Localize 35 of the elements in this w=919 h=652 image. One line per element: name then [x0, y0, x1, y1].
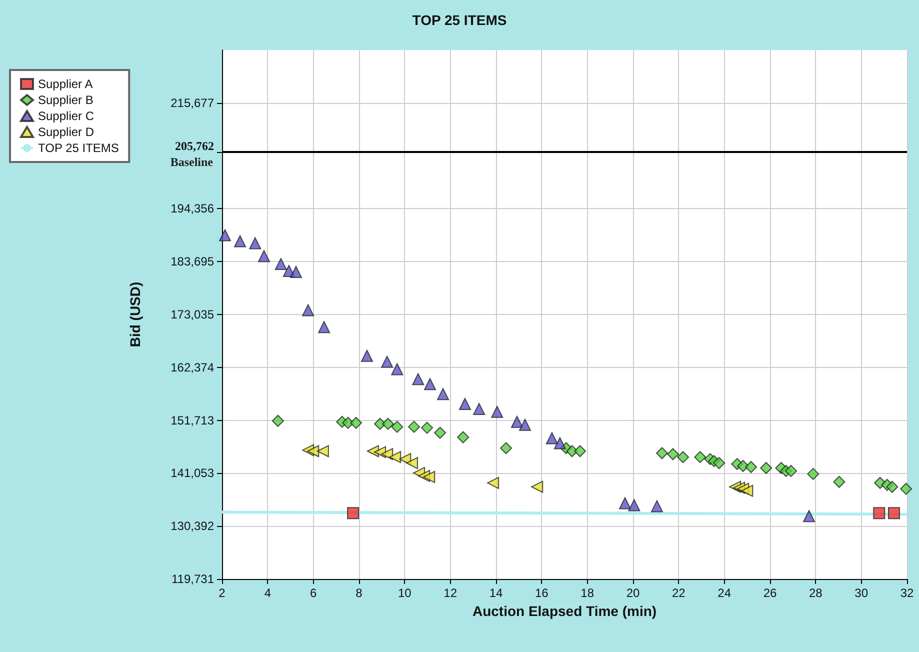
- x-tick-label: 6: [310, 586, 317, 600]
- x-tick-label: 16: [534, 586, 549, 600]
- x-tick-label: 26: [763, 586, 777, 600]
- chart-title: TOP 25 ITEMS: [412, 12, 507, 28]
- y-tick-label: 194,356: [170, 202, 214, 216]
- x-tick-label: 2: [218, 586, 226, 600]
- x-axis-title: Auction Elapsed Time (min): [472, 602, 657, 619]
- x-tick-label: 22: [672, 586, 686, 600]
- legend-label: Supplier B: [38, 93, 94, 107]
- ref-line-label: Baseline: [170, 155, 214, 170]
- legend-label: Supplier A: [38, 77, 93, 91]
- legend-label: Supplier D: [38, 125, 94, 139]
- y-tick-label: 215,677: [170, 96, 214, 110]
- x-tick-label: 8: [356, 586, 363, 600]
- y-tick-label: 151,713: [170, 413, 214, 428]
- y-tick-label: 119,731: [172, 572, 214, 586]
- y-tick-label: 205,762: [175, 139, 214, 154]
- legend-label: Supplier C: [38, 109, 94, 123]
- y-tick-label: 183,695: [170, 254, 214, 269]
- x-tick-label: 10: [398, 586, 412, 600]
- x-tick-label: 32: [900, 586, 914, 600]
- x-tick-label: 24: [718, 586, 732, 600]
- y-tick-label: 141,053: [170, 466, 214, 480]
- y-tick-label: 130,392: [170, 519, 214, 534]
- y-tick-label: 173,035: [170, 307, 214, 322]
- x-tick-label: 20: [626, 586, 640, 600]
- x-tick-label: 30: [854, 586, 868, 600]
- x-tick-label: 12: [444, 586, 458, 600]
- y-tick-label: 162,374: [170, 360, 214, 374]
- x-tick-label: 4: [264, 586, 272, 600]
- y-axis-title: Bid (USD): [127, 282, 143, 348]
- x-tick-label: 18: [580, 586, 594, 600]
- x-tick-label: 28: [808, 586, 823, 600]
- x-tick-label: 14: [489, 586, 503, 600]
- legend-label: TOP 25 ITEMS: [38, 141, 119, 155]
